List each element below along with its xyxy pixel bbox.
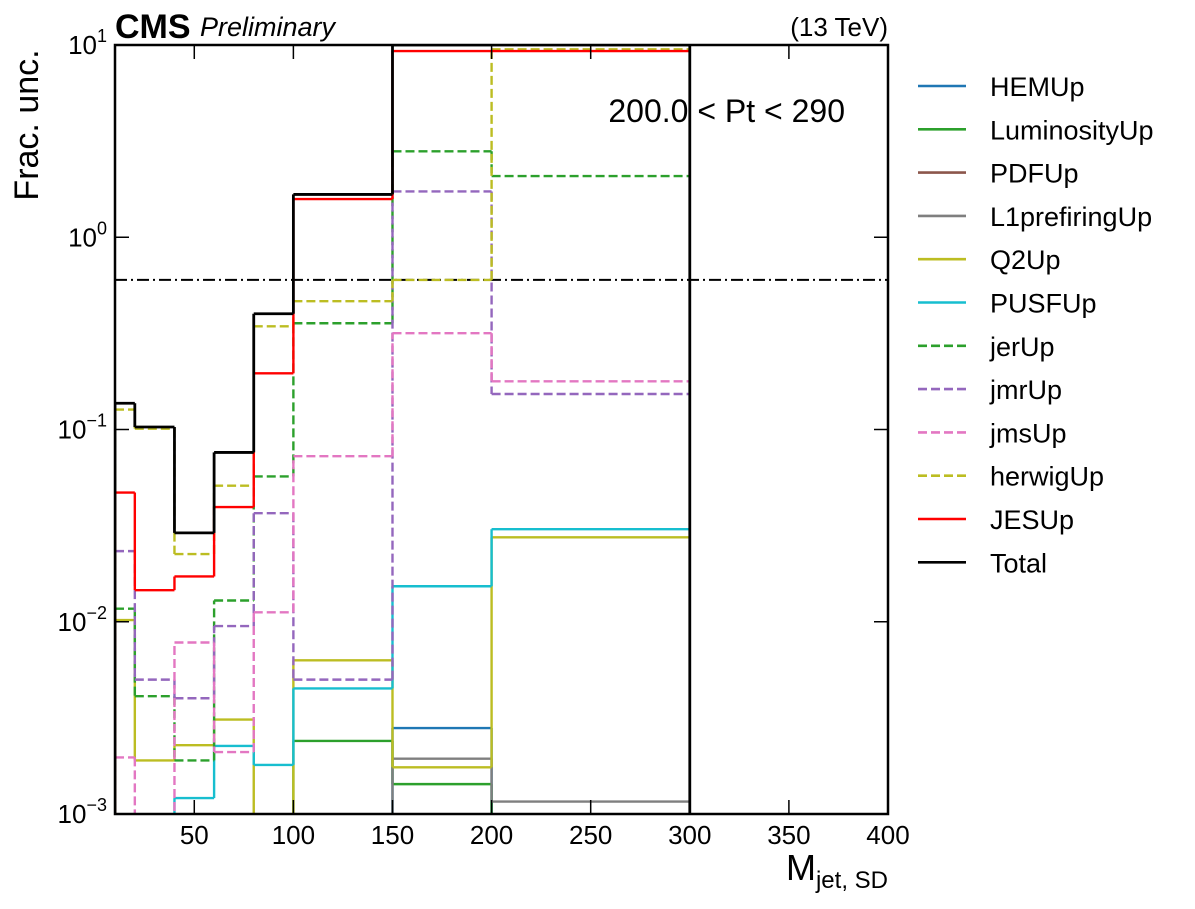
legend-label: Q2Up (990, 245, 1061, 275)
series (115, 536, 691, 814)
series (173, 527, 691, 814)
series (115, 45, 692, 814)
x-axis-label-main: M (786, 847, 816, 888)
legend-label: jmrUp (989, 375, 1062, 405)
y-axis-label: Frac. unc. (8, 49, 46, 200)
x-tick-label: 50 (180, 820, 209, 850)
x-tick-label: 300 (668, 820, 711, 850)
series (115, 331, 691, 814)
legend-label: jmsUp (989, 418, 1067, 448)
plot-frame (113, 43, 890, 816)
legend-label: HEMUp (990, 72, 1085, 102)
x-axis-label-sub: jet, SD (815, 867, 888, 894)
series (115, 49, 691, 814)
legend-label: Total (990, 548, 1047, 578)
x-tick-label: 150 (371, 820, 414, 850)
y-tick-label: 10−1 (58, 411, 107, 445)
x-axis-label: Mjet, SD (786, 847, 888, 894)
plot-area (115, 45, 888, 814)
legend-label: herwigUp (990, 462, 1104, 492)
annotation: 200.0 < Pt < 290 (608, 93, 845, 129)
legend-label: L1prefiringUp (990, 202, 1152, 232)
y-tick-exponent: 0 (97, 218, 107, 238)
legend-label: jerUp (989, 332, 1055, 362)
status-label: Preliminary (200, 12, 337, 42)
legend-label: PUSFUp (990, 289, 1097, 319)
experiment-label: CMS (115, 8, 191, 46)
legend: HEMUp LuminosityUp PDFUp L1prefiringUp Q2Up P… (918, 72, 1154, 578)
y-tick-label: 100 (68, 218, 107, 252)
y-tick-label: 10−2 (58, 603, 107, 637)
legend-label: PDFUp (990, 159, 1079, 189)
axes: 50 100 150 200 250 300 350 40010−310−210−110010… (58, 26, 910, 850)
x-tick-label: 100 (272, 820, 315, 850)
x-tick-label: 400 (866, 820, 909, 850)
y-tick-label: 10−3 (58, 795, 107, 829)
series (115, 150, 691, 814)
x-tick-label: 350 (767, 820, 810, 850)
series (391, 726, 493, 814)
energy-label: (13 TeV) (790, 12, 888, 42)
y-tick-label: 101 (68, 26, 107, 60)
y-tick-exponent: −2 (86, 603, 107, 623)
series (115, 48, 691, 814)
y-tick-exponent: −1 (86, 411, 107, 431)
y-tick-exponent: 1 (97, 26, 107, 46)
legend-label: JESUp (990, 505, 1074, 535)
legend-label: LuminosityUp (990, 115, 1154, 145)
x-tick-label: 200 (470, 820, 513, 850)
y-tick-exponent: −3 (86, 795, 107, 815)
x-tick-label: 250 (569, 820, 612, 850)
